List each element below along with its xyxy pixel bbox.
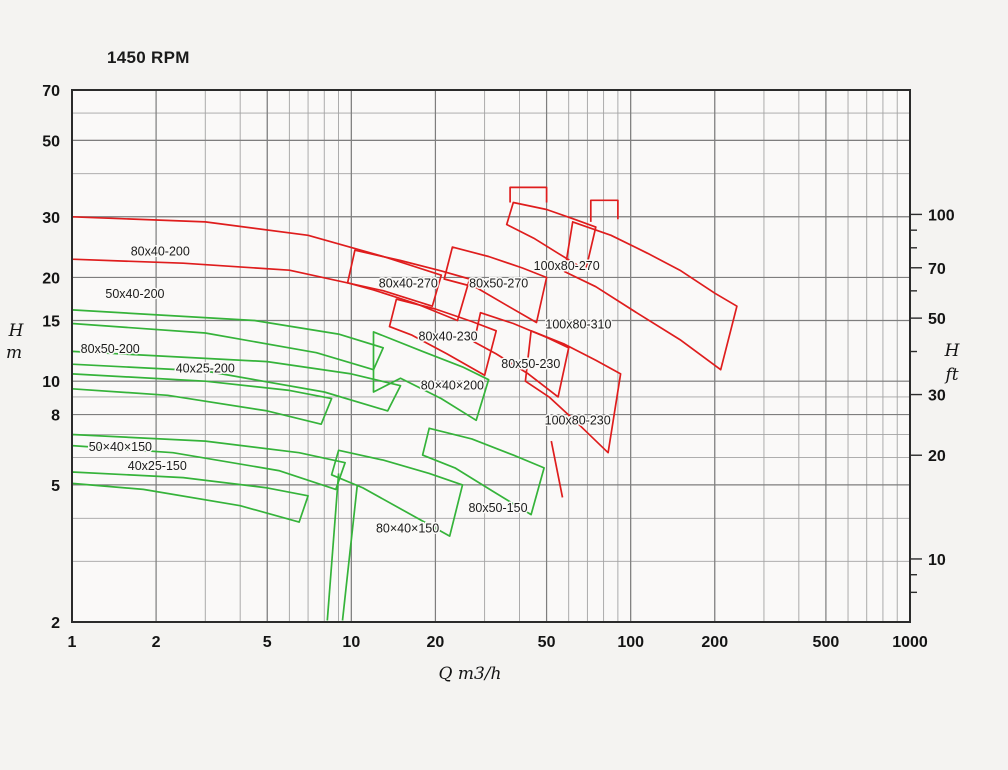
y-axis-title-right-unit: ft (943, 365, 958, 385)
y-tick-label-ft-70: 70 (928, 261, 946, 278)
pump-label-40x25-150: 40x25-150 (128, 459, 187, 473)
pump-envelope-100x80-230 (524, 329, 622, 454)
y-tick-label-m-30: 30 (42, 210, 60, 227)
x-tick-label-5: 5 (263, 634, 272, 651)
y-tick-label-ft-10: 10 (928, 552, 946, 569)
pump-curve-segment-4 (589, 199, 619, 222)
y-tick-label-ft-30: 30 (928, 388, 946, 405)
y-tick-label-m-10: 10 (42, 374, 60, 391)
x-tick-label-10: 10 (342, 634, 360, 651)
pump-envelope-80x50-270 (443, 246, 548, 324)
pump-envelope-40x25-200 (71, 373, 333, 426)
pump-envelope-100x80-270 (505, 201, 597, 272)
y-axis-title-left-h: H (8, 321, 25, 341)
plot-area (72, 90, 910, 622)
pump-label-100x80-230: 100x80-230 (545, 413, 611, 427)
pump-envelope-40x25-150 (71, 471, 309, 523)
pump-curve-segment-2 (550, 440, 564, 498)
pump-curve-segment-1 (341, 484, 359, 621)
x-tick-label-200: 200 (701, 634, 728, 651)
y-tick-label-ft-50: 50 (928, 311, 946, 328)
y-tick-label-ft-100: 100 (928, 207, 955, 224)
x-tick-label-50: 50 (538, 634, 556, 651)
pump-curve-segment-3 (509, 186, 548, 203)
y-tick-label-m-70: 70 (42, 83, 60, 100)
pump-label-40x25-200: 40x25-200 (176, 361, 235, 375)
pump-envelope-50-40-150 (71, 433, 346, 491)
x-tick-label-20: 20 (427, 634, 445, 651)
y-tick-label-m-2: 2 (51, 615, 60, 632)
y-tick-label-m-5: 5 (51, 478, 60, 495)
pump-label-80x40-230: 80x40-230 (419, 329, 478, 343)
pump-curve-segment-0 (326, 473, 340, 621)
pump-envelope-80-40-150 (330, 449, 464, 537)
pump-label-80x50-150: 80x50-150 (468, 501, 527, 515)
y-tick-label-ft-20: 20 (928, 448, 946, 465)
pump-label-50x40-200: 50x40-200 (105, 287, 164, 301)
plot-frame (71, 89, 911, 623)
pump-label-100x80-270: 100x80-270 (534, 259, 600, 273)
chart-title: 1450 RPM (107, 48, 190, 67)
y-tick-label-m-20: 20 (42, 270, 60, 287)
pump-label-50-40-150: 50×40×150 (89, 440, 152, 454)
pump-label-80x40-270: 80x40-270 (379, 277, 438, 291)
pump-envelope-80-40-200 (372, 331, 490, 422)
pump-envelope-80x40-200 (71, 215, 443, 308)
x-axis-title: Q m3/h (439, 664, 502, 684)
x-tick-label-500: 500 (813, 634, 840, 651)
pump-label-80-40-150: 80×40×150 (376, 522, 439, 536)
y-tick-label-m-8: 8 (51, 408, 60, 425)
y-tick-label-m-50: 50 (42, 133, 60, 150)
y-axis-title-right-h: H (944, 341, 961, 361)
pump-envelope-80x50-150 (421, 427, 545, 516)
pump-label-80x50-230: 80x50-230 (501, 357, 560, 371)
pump-label-100x80-310: 100x80-310 (545, 318, 611, 332)
pump-envelope-80x40-270 (346, 249, 471, 322)
pump-label-80x40-200: 80x40-200 (131, 244, 190, 258)
pump-envelope-80x50-230 (473, 311, 570, 398)
y-tick-label-m-15: 15 (42, 314, 60, 331)
pump-label-80-40-200: 80×40×200 (421, 379, 484, 393)
y-axis-title-left-unit: m (6, 343, 22, 363)
x-tick-label-1000: 1000 (892, 634, 928, 651)
x-tick-label-100: 100 (617, 634, 644, 651)
pump-label-80x50-200: 80x50-200 (81, 342, 140, 356)
x-tick-label-2: 2 (152, 634, 161, 651)
pump-label-80x50-270: 80x50-270 (469, 277, 528, 291)
x-tick-label-1: 1 (68, 634, 77, 651)
pump-envelope-100x80-310 (563, 221, 738, 371)
pump-envelope-80x50-200 (71, 350, 402, 412)
pump-envelope-80x40-230 (388, 298, 498, 377)
